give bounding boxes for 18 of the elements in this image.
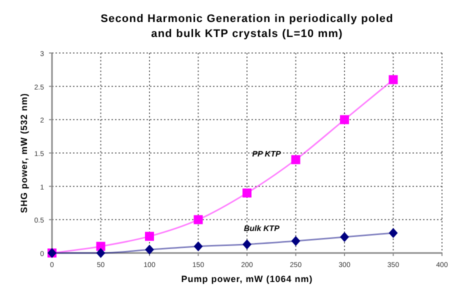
series-label: PP KTP [252,149,282,158]
x-axis-title: Pump power, mW (1064 nm) [181,274,313,284]
chart-title: Second Harmonic Generation in periodically poled and bulk KTP crystals (L=10 mm) [100,13,394,40]
point [194,241,203,252]
point [145,232,154,241]
point [96,248,106,258]
point [194,215,203,224]
point [242,239,252,250]
point [291,155,300,164]
point [388,228,398,238]
point [340,115,349,124]
series-label: Bulk KTP [244,224,280,233]
y-axis-title: SHG power, mW (532 nm) [19,92,29,214]
point [340,232,349,242]
point [145,244,154,255]
point [291,236,300,246]
point [242,188,252,198]
point [388,75,398,84]
